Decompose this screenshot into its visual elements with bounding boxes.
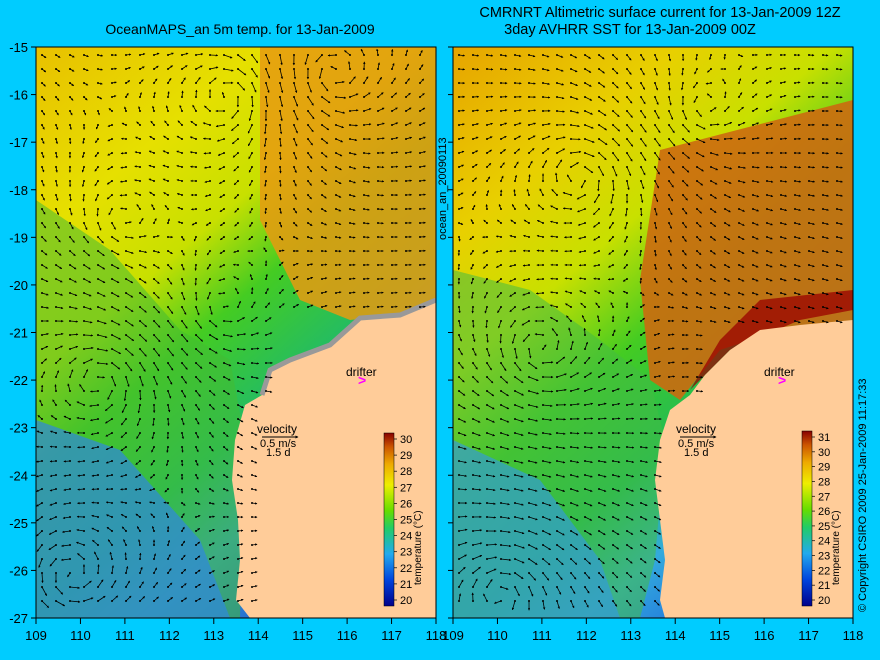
left-map-panel xyxy=(36,47,436,618)
left-panel-title: OceanMAPS_an 5m temp. for 13-Jan-2009 xyxy=(105,21,375,37)
right-drifter-marker: > xyxy=(778,372,786,388)
left-drifter-marker: > xyxy=(358,372,366,388)
colorbar-tick-label: 27 xyxy=(400,482,412,494)
left-colorbar-title: temperature (°C) xyxy=(413,510,424,585)
lon-tick-label: 110 xyxy=(70,628,91,643)
lon-tick-label: 112 xyxy=(576,628,597,643)
colorbar-tick-label: 20 xyxy=(400,595,412,607)
lon-tick-label: 117 xyxy=(381,628,402,643)
left-velocity-time: 1.5 d xyxy=(266,447,290,459)
lon-tick-label: 113 xyxy=(620,628,641,643)
lat-tick-label: -16 xyxy=(9,88,28,103)
right-colorbar-title: temperature (°C) xyxy=(831,510,842,585)
colorbar-tick-label: 22 xyxy=(818,565,830,577)
colorbar-tick-label: 31 xyxy=(818,432,830,444)
lat-tick-label: -15 xyxy=(9,40,28,55)
right-drifter-label: drifter xyxy=(764,365,795,379)
colorbar-tick-label: 28 xyxy=(818,476,830,488)
colorbar-tick-label: 25 xyxy=(818,521,830,533)
colorbar-tick-label: 20 xyxy=(818,595,830,607)
right-current-vectors xyxy=(457,53,843,611)
lat-tick-label: -18 xyxy=(9,183,28,198)
lon-tick-label: 110 xyxy=(487,628,508,643)
right-panel-subtitle: 3day AVHRR SST for 13-Jan-2009 00Z xyxy=(504,22,756,38)
lon-tick-label: 114 xyxy=(248,628,269,643)
lat-tick-label: -22 xyxy=(9,373,28,388)
lon-tick-label: 114 xyxy=(665,628,686,643)
colorbar-tick-label: 26 xyxy=(400,498,412,510)
hot-coastal-region xyxy=(690,290,853,390)
lon-tick-label: 116 xyxy=(754,628,775,643)
lon-tick-label: 116 xyxy=(337,628,358,643)
left-velocity-value: 0.5 m/s xyxy=(260,438,297,450)
lat-tick-label: -17 xyxy=(9,135,28,150)
lat-tick-label: -26 xyxy=(9,563,28,578)
right-velocity-value: 0.5 m/s xyxy=(678,438,715,450)
colorbar-tick-label: 27 xyxy=(818,491,830,503)
lat-tick-label: -24 xyxy=(9,468,28,483)
colorbar-tick-label: 29 xyxy=(818,462,830,474)
lon-tick-label: 115 xyxy=(292,628,313,643)
left-drifter-label: drifter xyxy=(346,365,377,379)
lat-tick-label: -20 xyxy=(9,278,28,293)
warm-water-region xyxy=(640,100,853,400)
coast-shelf xyxy=(259,297,436,396)
colorbar-tick-label: 28 xyxy=(400,466,412,478)
left-current-vectors xyxy=(36,48,426,608)
colorbar-tick-label: 30 xyxy=(818,447,830,459)
lon-tick-label: 109 xyxy=(25,628,47,643)
colorbar-tick-label: 30 xyxy=(400,434,412,446)
lat-tick-label: -27 xyxy=(9,611,28,626)
lon-tick-label: 115 xyxy=(709,628,730,643)
right-colorbar: 31 30 29 28 27 26 25 24 23 22 21 20 temperature (°C… xyxy=(801,430,842,607)
axes: 109 110 111 112 113 114 115 116 117 118 -15 -16 -17 -… xyxy=(9,40,863,643)
lon-tick-label: 117 xyxy=(798,628,819,643)
lon-tick-label: 118 xyxy=(426,628,447,643)
lat-tick-label: -23 xyxy=(9,421,28,436)
lon-tick-label: 111 xyxy=(532,628,552,643)
blue-water-region xyxy=(36,420,230,618)
colorbar-tick-label: 23 xyxy=(818,551,830,563)
colorbar-tick-label: 24 xyxy=(400,531,412,543)
colorbar-tick-label: 21 xyxy=(818,580,830,592)
colorbar-tick-label: 25 xyxy=(400,515,412,527)
lat-tick-label: -19 xyxy=(9,230,28,245)
right-velocity-time: 1.5 d xyxy=(684,447,708,459)
lon-tick-label: 109 xyxy=(442,628,464,643)
colorbar-tick-label: 24 xyxy=(818,536,830,548)
colorbar-tick-label: 26 xyxy=(818,506,830,518)
right-velocity-label: velocity xyxy=(676,422,716,436)
right-map-panel xyxy=(453,47,853,618)
colorbar-tick-label: 21 xyxy=(400,579,412,591)
lon-tick-label: 112 xyxy=(159,628,180,643)
colorbar-tick-label: 23 xyxy=(400,547,412,559)
lon-tick-label: 118 xyxy=(843,628,864,643)
left-colorbar: 30 29 28 27 26 25 24 23 22 21 20 temperature (°C) xyxy=(383,432,424,607)
lon-tick-label: 113 xyxy=(203,628,224,643)
lat-tick-label: -21 xyxy=(9,326,28,341)
right-panel-title: CMRNRT Altimetric surface current for 13… xyxy=(479,5,841,21)
colorbar-tick-label: 29 xyxy=(400,450,412,462)
colorbar-tick-label: 22 xyxy=(400,563,412,575)
lat-tick-label: -25 xyxy=(9,516,28,531)
blue-water-region xyxy=(453,440,620,618)
left-velocity-label: velocity xyxy=(257,422,297,436)
lon-tick-label: 111 xyxy=(115,628,135,643)
